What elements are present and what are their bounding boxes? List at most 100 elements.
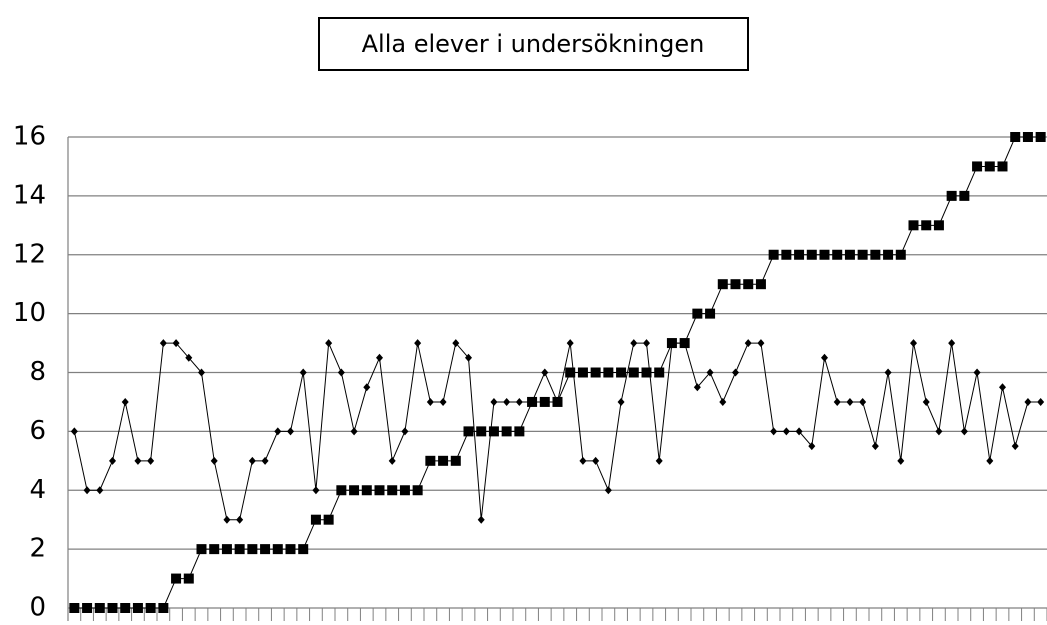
marker	[973, 368, 981, 377]
marker	[541, 368, 549, 377]
marker	[641, 367, 652, 378]
marker	[630, 339, 638, 348]
marker	[171, 573, 182, 584]
marker	[603, 367, 614, 378]
marker	[883, 249, 894, 260]
marker	[325, 339, 333, 348]
marker	[654, 367, 665, 378]
marker	[757, 339, 765, 348]
y-tick-label: 10	[13, 298, 46, 328]
marker	[490, 397, 498, 406]
marker	[528, 397, 536, 406]
marker	[145, 603, 156, 613]
marker	[781, 249, 792, 260]
marker	[147, 456, 155, 465]
marker	[717, 279, 728, 290]
marker	[399, 485, 410, 496]
marker	[668, 339, 676, 348]
marker	[895, 249, 906, 260]
marker	[463, 426, 474, 437]
marker	[96, 486, 104, 495]
marker	[870, 249, 881, 260]
marker	[374, 485, 385, 496]
marker	[960, 427, 968, 436]
y-tick-label: 0	[29, 593, 46, 622]
marker	[884, 368, 892, 377]
marker	[922, 397, 930, 406]
marker	[972, 161, 983, 172]
marker	[693, 383, 701, 392]
title-box	[318, 17, 749, 71]
y-tick-label: 6	[29, 416, 46, 446]
marker	[476, 426, 487, 437]
marker	[984, 161, 995, 172]
marker	[209, 544, 220, 555]
marker	[363, 383, 371, 392]
marker	[554, 397, 561, 406]
y-tick-label: 4	[29, 475, 46, 505]
marker	[743, 279, 754, 290]
marker	[515, 397, 523, 406]
marker	[196, 544, 207, 555]
marker	[768, 249, 779, 260]
y-tick-label: 14	[13, 180, 46, 210]
marker	[134, 456, 142, 465]
marker	[299, 368, 307, 377]
marker	[846, 397, 854, 406]
marker	[997, 161, 1008, 172]
marker	[806, 249, 817, 260]
marker	[401, 427, 409, 436]
marker	[857, 249, 868, 260]
marker	[933, 220, 944, 231]
marker	[986, 456, 994, 465]
marker	[260, 544, 271, 555]
marker	[426, 397, 434, 406]
marker	[477, 515, 485, 524]
marker	[198, 368, 205, 377]
marker	[577, 367, 588, 378]
marker	[705, 308, 716, 319]
marker	[69, 603, 80, 613]
marker	[439, 397, 447, 406]
marker	[501, 426, 512, 437]
marker	[70, 427, 78, 436]
marker	[782, 427, 790, 436]
marker	[210, 456, 218, 465]
marker	[452, 339, 460, 348]
marker	[274, 427, 282, 436]
marker	[844, 249, 855, 260]
marker	[236, 515, 244, 524]
marker	[1035, 132, 1046, 142]
marker	[921, 220, 932, 231]
marker	[732, 368, 739, 377]
marker	[438, 455, 449, 466]
marker	[579, 456, 587, 465]
marker	[692, 308, 703, 319]
marker	[247, 544, 258, 555]
marker	[414, 339, 422, 348]
marker	[744, 339, 752, 348]
marker	[350, 427, 358, 436]
marker	[121, 397, 129, 406]
marker	[287, 427, 294, 436]
marker	[794, 249, 805, 260]
marker	[910, 339, 917, 348]
marker	[465, 353, 472, 362]
marker	[681, 339, 689, 348]
marker	[183, 573, 194, 584]
marker	[628, 367, 639, 378]
marker	[808, 442, 816, 451]
marker	[871, 442, 879, 451]
marker	[1037, 397, 1045, 406]
marker	[349, 485, 360, 496]
marker	[999, 383, 1006, 392]
marker	[109, 456, 116, 465]
marker	[1011, 442, 1019, 451]
marker	[566, 339, 574, 348]
marker	[261, 456, 269, 465]
marker	[272, 544, 283, 555]
marker	[755, 279, 766, 290]
marker	[285, 544, 296, 555]
marker	[1022, 132, 1033, 142]
marker	[514, 426, 525, 437]
